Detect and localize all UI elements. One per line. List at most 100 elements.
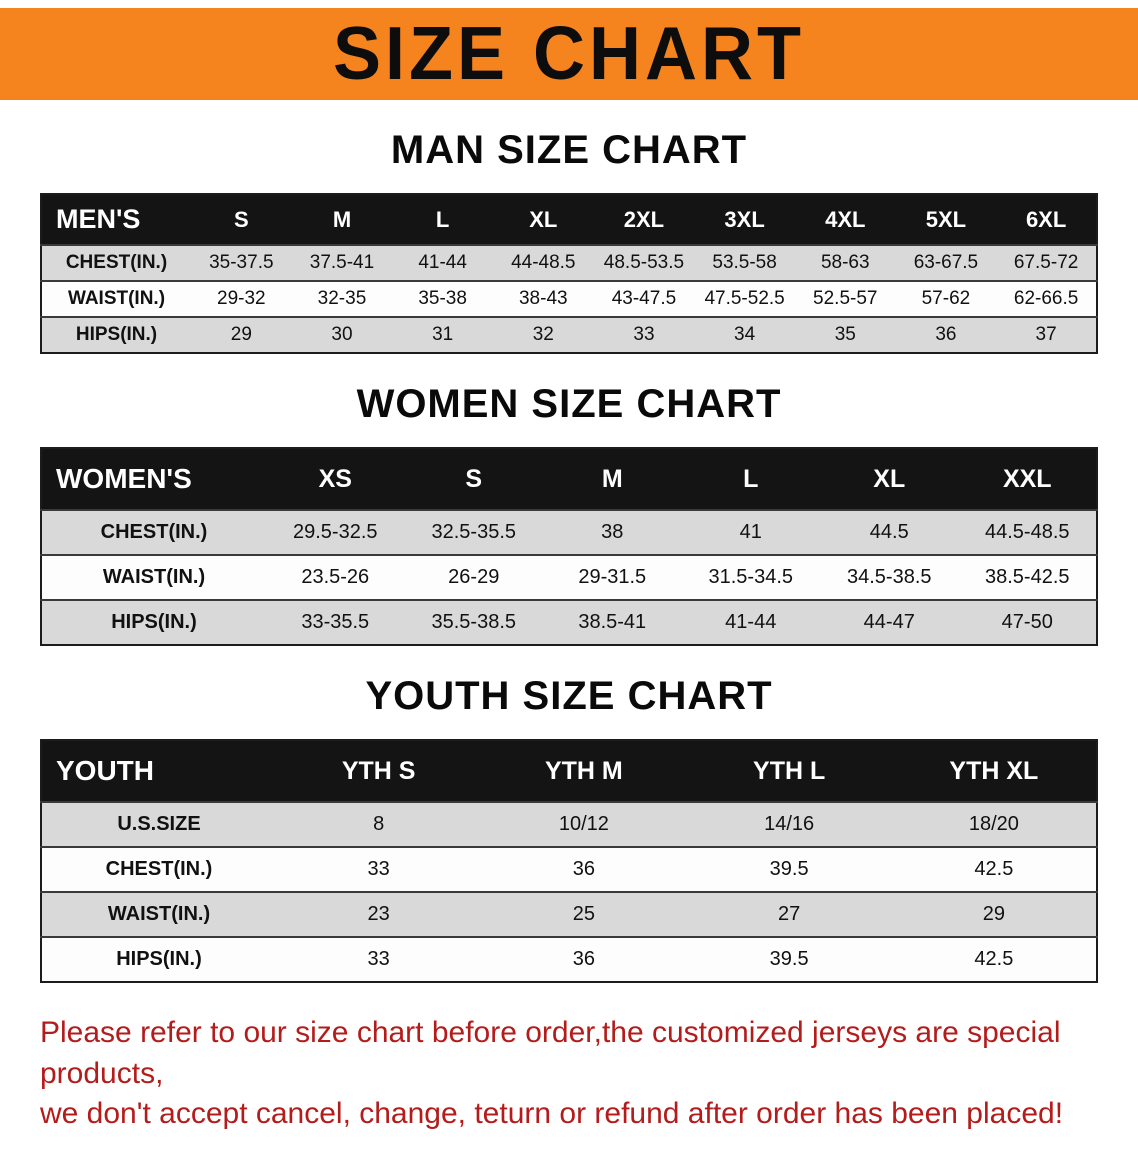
page-title: SIZE CHART <box>333 12 805 97</box>
size-value: 67.5-72 <box>1013 252 1079 273</box>
youth-section-title: YOUTH SIZE CHART <box>365 674 773 718</box>
size-value: 57-62 <box>921 288 971 309</box>
row-label: CHEST(IN.) <box>100 521 208 543</box>
size-value: 32 <box>532 324 554 345</box>
size-value: 33 <box>367 948 390 970</box>
column-header: M <box>291 194 393 245</box>
size-value: 33-35.5 <box>301 611 370 633</box>
size-value: 44.5 <box>869 521 909 543</box>
size-value: 30 <box>331 324 353 345</box>
size-value: 44.5-48.5 <box>984 521 1070 543</box>
row-label: U.S.SIZE <box>117 813 201 835</box>
row-label: HIPS(IN.) <box>111 611 197 633</box>
size-value: 36 <box>572 948 595 970</box>
column-header: YTH L <box>686 740 892 802</box>
size-value: 43-47.5 <box>611 288 677 309</box>
table-row: HIPS(IN.) 33 36 39.5 42.5 <box>41 937 1097 982</box>
row-label: HIPS(IN.) <box>116 948 202 970</box>
size-value: 33 <box>633 324 655 345</box>
banner: SIZE CHART <box>0 8 1138 100</box>
column-header: 4XL <box>794 194 896 245</box>
column-header: YTH M <box>481 740 687 802</box>
table-row: CHEST(IN.) 29.5-32.5 32.5-35.5 38 41 44.5 44.5… <box>41 510 1097 555</box>
column-header: L <box>392 194 493 245</box>
table-header-row: WOMEN'S XS S M L XL XXL <box>41 448 1097 510</box>
column-header: 2XL <box>593 194 695 245</box>
table-row: U.S.SIZE 8 10/12 14/16 18/20 <box>41 802 1097 847</box>
row-label: CHEST(IN.) <box>105 858 213 880</box>
column-header: YTH S <box>276 740 482 802</box>
men-size-chart-section: MAN SIZE CHART MEN'S S M L XL 2XL 3XL 4XL 5XL 6XL… <box>0 128 1138 354</box>
column-header: 3XL <box>694 194 795 245</box>
column-header: L <box>681 448 820 510</box>
size-value: 18/20 <box>968 813 1019 835</box>
table-corner-label: WOMEN'S <box>41 448 266 510</box>
size-value: 58-63 <box>820 252 870 273</box>
size-value: 44-47 <box>863 611 915 633</box>
size-value: 42.5 <box>974 858 1014 880</box>
size-chart-page: SIZE CHART MAN SIZE CHART MEN'S S M L XL 2XL 3… <box>0 8 1138 1135</box>
youth-size-chart-section: YOUTH SIZE CHART YOUTH YTH S YTH M YTH L YTH… <box>0 674 1138 983</box>
disclaimer-line-2: we don't accept cancel, change, teturn o… <box>40 1097 1064 1130</box>
size-value: 38.5-41 <box>578 611 647 633</box>
size-value: 41 <box>739 521 762 543</box>
size-value: 29 <box>982 903 1005 925</box>
column-header: 5XL <box>895 194 997 245</box>
column-header: XL <box>820 448 959 510</box>
size-value: 42.5 <box>974 948 1014 970</box>
row-label: WAIST(IN.) <box>107 903 211 925</box>
women-size-table: WOMEN'S XS S M L XL XXL CHEST(IN.) 29.5-32.5 32.5… <box>40 447 1098 646</box>
size-value: 35 <box>834 324 856 345</box>
size-value: 29-32 <box>217 288 266 309</box>
size-value: 47.5-52.5 <box>704 288 785 309</box>
column-header: S <box>191 194 292 245</box>
table-corner-label: MEN'S <box>41 194 191 245</box>
size-value: 41-44 <box>418 252 467 273</box>
size-value: 38.5-42.5 <box>984 566 1070 588</box>
size-value: 37.5-41 <box>309 252 375 273</box>
size-value: 29-31.5 <box>578 566 647 588</box>
size-value: 8 <box>373 813 385 835</box>
size-value: 31.5-34.5 <box>708 566 793 588</box>
size-value: 47-50 <box>1001 611 1053 633</box>
size-value: 35-37.5 <box>209 252 274 273</box>
size-value: 39.5 <box>769 948 809 970</box>
women-section-title: WOMEN SIZE CHART <box>356 382 782 426</box>
column-header: XS <box>266 448 405 510</box>
table-row: WAIST(IN.) 23.5-26 26-29 29-31.5 31.5-34.5 34… <box>41 555 1097 600</box>
size-value: 39.5 <box>769 858 809 880</box>
size-value: 26-29 <box>448 566 500 588</box>
row-label: WAIST(IN.) <box>102 566 206 588</box>
size-value: 52.5-57 <box>813 288 878 309</box>
table-header-row: MEN'S S M L XL 2XL 3XL 4XL 5XL 6XL <box>41 194 1097 245</box>
women-size-chart-section: WOMEN SIZE CHART WOMEN'S XS S M L XL XXL CHEST(… <box>0 382 1138 646</box>
table-row: CHEST(IN.) 35-37.5 37.5-41 41-44 44-48.5 48.5… <box>41 245 1097 281</box>
size-value: 38-43 <box>518 288 568 309</box>
size-value: 36 <box>572 858 595 880</box>
men-size-table: MEN'S S M L XL 2XL 3XL 4XL 5XL 6XL CHEST(IN.) 35-37… <box>40 193 1098 354</box>
size-value: 32.5-35.5 <box>431 521 516 543</box>
disclaimer-line-1: Please refer to our size chart before or… <box>40 1016 1061 1090</box>
size-value: 41-44 <box>725 611 777 633</box>
table-row: WAIST(IN.) 23 25 27 29 <box>41 892 1097 937</box>
table-row: HIPS(IN.) 33-35.5 35.5-38.5 38.5-41 41-44 44-… <box>41 600 1097 645</box>
size-value: 29.5-32.5 <box>292 521 378 543</box>
table-corner-label: YOUTH <box>41 740 276 802</box>
size-value: 37 <box>1035 324 1057 345</box>
size-value: 35-38 <box>418 288 467 309</box>
size-value: 25 <box>572 903 595 925</box>
size-value: 53.5-58 <box>712 252 777 273</box>
size-value: 29 <box>230 324 252 345</box>
size-value: 48.5-53.5 <box>603 252 685 273</box>
size-value: 33 <box>367 858 390 880</box>
column-header: XXL <box>958 448 1097 510</box>
column-header: YTH XL <box>891 740 1097 802</box>
size-value: 14/16 <box>764 813 815 835</box>
column-header: 6XL <box>996 194 1097 245</box>
row-label: CHEST(IN.) <box>65 252 168 273</box>
size-value: 23.5-26 <box>301 566 370 588</box>
table-row: CHEST(IN.) 33 36 39.5 42.5 <box>41 847 1097 892</box>
size-value: 34 <box>734 324 756 345</box>
column-header: XL <box>492 194 594 245</box>
row-label: WAIST(IN.) <box>67 288 166 309</box>
